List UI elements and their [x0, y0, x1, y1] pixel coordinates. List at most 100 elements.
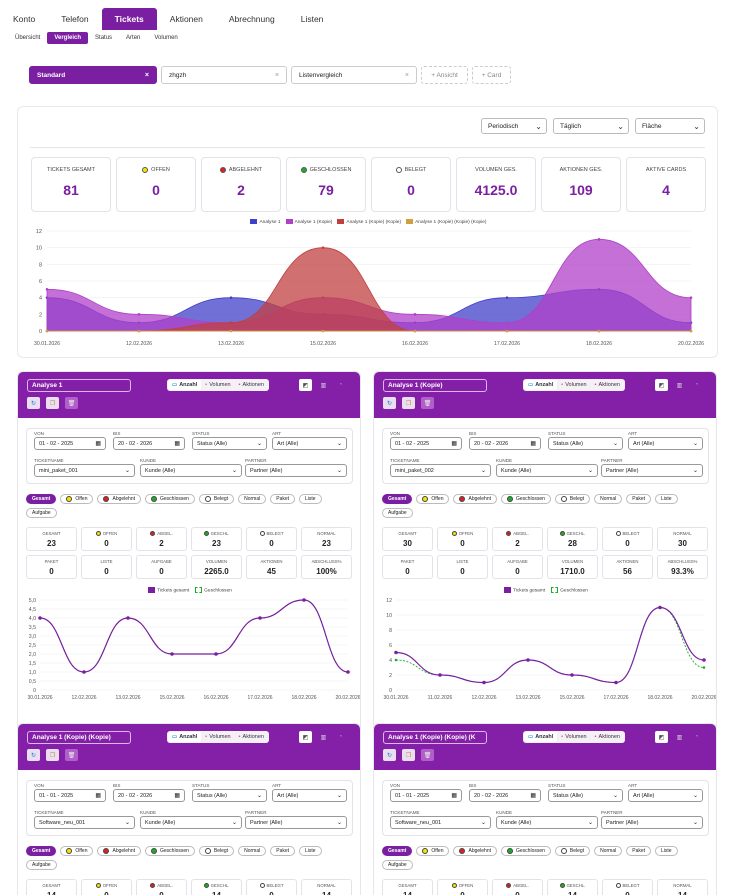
chip-liste[interactable]: Liste	[655, 846, 678, 856]
trash-icon[interactable]: 🗑	[421, 397, 434, 409]
partner-field[interactable]: Partner (Alle) ⌄	[245, 464, 347, 477]
mode-anzahl-button[interactable]: ▭ Anzahl	[524, 732, 558, 742]
chart-type-icon[interactable]: ◩	[655, 379, 668, 391]
ticketname-field[interactable]: mini_paket_001 ⌄	[34, 464, 135, 477]
chip-paket[interactable]: Paket	[626, 494, 652, 504]
chip-aufgabe[interactable]: Aufgabe	[382, 860, 413, 870]
close-icon[interactable]: ×	[404, 71, 409, 79]
mode-volumen-button[interactable]: ▪ Volumen	[201, 732, 234, 742]
mode-aktionen-button[interactable]: ▪ Aktionen	[591, 732, 624, 742]
copy-icon[interactable]: ❐	[46, 749, 59, 761]
table-icon[interactable]: ▥	[320, 382, 327, 389]
legend-item[interactable]: Analyse 1 (Kopie)	[285, 219, 332, 225]
chip-geschlossen[interactable]: Geschlossen	[145, 494, 195, 504]
legend-item[interactable]: Geschlossen	[195, 587, 232, 593]
chip-belegt[interactable]: Belegt	[198, 846, 235, 856]
summary-select-2[interactable]: Fläche ⌄	[635, 118, 705, 134]
view-tab-2[interactable]: Listenvergleich ×	[291, 66, 417, 84]
add-view-button[interactable]: + Ansicht	[421, 66, 468, 84]
mode-aktionen-button[interactable]: ▪ Aktionen	[235, 380, 268, 390]
chip-aufgabe[interactable]: Aufgabe	[26, 508, 57, 518]
chip-offen[interactable]: Offen	[416, 846, 450, 856]
view-tab-1[interactable]: zhgzh ×	[161, 66, 287, 84]
status-field[interactable]: Status (Alle) ⌄	[192, 437, 267, 450]
copy-icon[interactable]: ❐	[46, 397, 59, 409]
chip-normal[interactable]: Normal	[238, 494, 267, 504]
close-icon[interactable]: ×	[144, 71, 149, 79]
legend-item[interactable]: Analyse 1 (Kopie) (Kopie) (Kopie)	[406, 219, 487, 225]
art-field[interactable]: Art (Alle) ⌄	[272, 789, 347, 802]
trash-icon[interactable]: 🗑	[421, 749, 434, 761]
kunde-field[interactable]: Kunde (Alle) ⌄	[496, 464, 598, 477]
kunde-field[interactable]: Kunde (Alle) ⌄	[496, 816, 598, 829]
card-title-input[interactable]: Analyse 1 (Kopie) (Kopie)	[27, 731, 131, 744]
art-field[interactable]: Art (Alle) ⌄	[628, 437, 703, 450]
chip-gesamt[interactable]: Gesamt	[26, 846, 57, 856]
partner-field[interactable]: Partner (Alle) ⌄	[245, 816, 347, 829]
chip-abgelehnt[interactable]: Abgelehnt	[453, 494, 498, 504]
refresh-icon[interactable]: ↻	[27, 397, 40, 409]
chip-aufgabe[interactable]: Aufgabe	[382, 508, 413, 518]
table-icon[interactable]: ▥	[676, 734, 683, 741]
mode-anzahl-button[interactable]: ▭ Anzahl	[168, 732, 202, 742]
chip-abgelehnt[interactable]: Abgelehnt	[97, 494, 142, 504]
trash-icon[interactable]: 🗑	[65, 397, 78, 409]
nav-tab-listen[interactable]: Listen	[300, 14, 324, 24]
status-field[interactable]: Status (Alle) ⌄	[548, 789, 623, 802]
nav-tab-aktionen[interactable]: Aktionen	[169, 14, 203, 24]
chip-belegt[interactable]: Belegt	[554, 494, 591, 504]
von-field[interactable]: 01 - 02 - 2025 ▦	[34, 437, 106, 450]
refresh-icon[interactable]: ↻	[383, 397, 396, 409]
chart-type-icon[interactable]: ◩	[655, 731, 668, 743]
bis-field[interactable]: 20 - 02 - 2026 ▦	[469, 437, 541, 450]
chip-paket[interactable]: Paket	[626, 846, 652, 856]
add-card-button[interactable]: + Card	[472, 66, 511, 84]
subnav-tab-1[interactable]: Vergleich	[47, 32, 89, 44]
chip-geschlossen[interactable]: Geschlossen	[501, 494, 551, 504]
chip-geschlossen[interactable]: Geschlossen	[145, 846, 195, 856]
chip-abgelehnt[interactable]: Abgelehnt	[453, 846, 498, 856]
mode-aktionen-button[interactable]: ▪ Aktionen	[235, 732, 268, 742]
copy-icon[interactable]: ❐	[402, 397, 415, 409]
subnav-tab-2[interactable]: Status	[95, 35, 113, 41]
mode-volumen-button[interactable]: ▪ Volumen	[557, 732, 590, 742]
von-field[interactable]: 01 - 01 - 2025 ▦	[390, 789, 462, 802]
chip-gesamt[interactable]: Gesamt	[26, 494, 57, 504]
summary-select-0[interactable]: Periodisch ⌄	[481, 118, 547, 134]
legend-item[interactable]: Tickets gesamt	[504, 587, 545, 593]
nav-tab-abrechnung[interactable]: Abrechnung	[228, 14, 275, 24]
chip-normal[interactable]: Normal	[594, 494, 623, 504]
mode-aktionen-button[interactable]: ▪ Aktionen	[591, 380, 624, 390]
kunde-field[interactable]: Kunde (Alle) ⌄	[140, 464, 242, 477]
legend-item[interactable]: Analyse 1	[250, 219, 281, 225]
legend-item[interactable]: Geschlossen	[551, 587, 588, 593]
chip-paket[interactable]: Paket	[270, 846, 296, 856]
kunde-field[interactable]: Kunde (Alle) ⌄	[140, 816, 242, 829]
chip-paket[interactable]: Paket	[270, 494, 296, 504]
bis-field[interactable]: 20 - 02 - 2026 ▦	[469, 789, 541, 802]
chart-type-icon[interactable]: ◩	[299, 379, 312, 391]
nav-tab-konto[interactable]: Konto	[13, 14, 36, 24]
von-field[interactable]: 01 - 01 - 2025 ▦	[34, 789, 106, 802]
card-title-input[interactable]: Analyse 1 (Kopie)	[383, 379, 487, 392]
art-field[interactable]: Art (Alle) ⌄	[628, 789, 703, 802]
pie-icon[interactable]: ◔	[694, 382, 699, 388]
chip-offen[interactable]: Offen	[60, 846, 94, 856]
legend-item[interactable]: Tickets gesamt	[148, 587, 189, 593]
status-field[interactable]: Status (Alle) ⌄	[192, 789, 267, 802]
trash-icon[interactable]: 🗑	[65, 749, 78, 761]
nav-tab-telefon[interactable]: Telefon	[61, 14, 89, 24]
card-title-input[interactable]: Analyse 1 (Kopie) (Kopie) (K	[383, 731, 487, 744]
mode-anzahl-button[interactable]: ▭ Anzahl	[524, 380, 558, 390]
subnav-tab-4[interactable]: Volumen	[154, 35, 178, 41]
status-field[interactable]: Status (Alle) ⌄	[548, 437, 623, 450]
chip-geschlossen[interactable]: Geschlossen	[501, 846, 551, 856]
chip-gesamt[interactable]: Gesamt	[382, 494, 413, 504]
pie-icon[interactable]: ◔	[338, 734, 343, 740]
refresh-icon[interactable]: ↻	[27, 749, 40, 761]
chip-belegt[interactable]: Belegt	[554, 846, 591, 856]
mode-volumen-button[interactable]: ▪ Volumen	[201, 380, 234, 390]
subnav-tab-0[interactable]: Übersicht	[15, 35, 41, 41]
table-icon[interactable]: ▥	[320, 734, 327, 741]
chip-offen[interactable]: Offen	[60, 494, 94, 504]
